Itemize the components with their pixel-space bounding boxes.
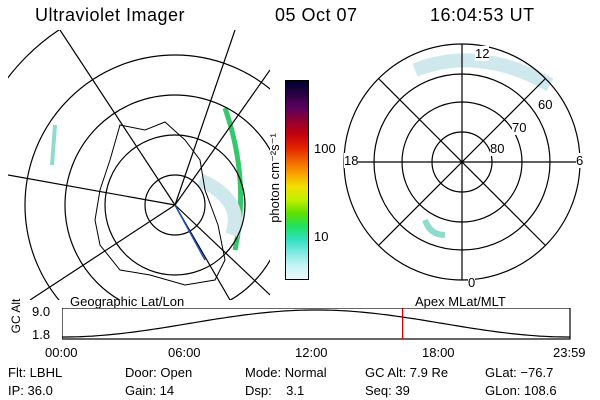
x-tick: 23:59 — [553, 345, 586, 360]
aurora-oval — [412, 53, 554, 92]
gc-alt-value: GC Alt: 7.9 Re — [365, 365, 449, 380]
ip-value: IP: 36.0 — [8, 383, 53, 398]
mlt-label-left: 18 — [344, 153, 359, 168]
gain-value: Gain: 14 — [125, 383, 175, 398]
aurora-patch — [422, 218, 446, 238]
dsp-value: Dsp: 3.1 — [245, 383, 305, 398]
x-tick: 00:00 — [45, 345, 78, 360]
lat-circle — [24, 54, 270, 300]
mlt-line — [378, 78, 546, 246]
mag-map-label: Apex MLat/MLT — [415, 294, 506, 309]
mlat-label: 80 — [490, 141, 505, 156]
colorbar-tick-10: 10 — [314, 229, 329, 244]
altitude-plot — [62, 308, 571, 340]
continent-outline — [94, 121, 226, 286]
aurora-glow — [196, 173, 242, 238]
colorbar-label: photon cm⁻²s⁻¹ — [267, 133, 282, 223]
glat-value: GLat: −76.7 — [485, 365, 554, 380]
x-tick: 06:00 — [168, 345, 201, 360]
lat-circle — [64, 94, 270, 300]
mlt-label-bottom: 0 — [468, 275, 476, 290]
lat-circle — [104, 134, 246, 276]
geographic-map — [8, 30, 270, 300]
alt-plot-ymin: 1.8 — [32, 327, 51, 342]
geo-map-label: Geographic Lat/Lon — [70, 294, 185, 309]
mode-value: Mode: Normal — [245, 365, 327, 380]
door-value: Door: Open — [125, 365, 193, 380]
alt-plot-ylabel: GC Alt — [9, 298, 23, 334]
mlat-label: 70 — [512, 120, 527, 135]
instrument-title: Ultraviolet Imager — [35, 5, 186, 25]
colorbar-tick-100: 100 — [314, 141, 336, 156]
lon-line — [29, 204, 176, 300]
date-label: 05 Oct 07 — [275, 5, 358, 25]
lat-circle — [144, 174, 206, 236]
time-label: 16:04:53 UT — [430, 5, 535, 25]
mlat-label: 60 — [538, 97, 553, 112]
magnetic-map — [343, 43, 581, 281]
seq-value: Seq: 39 — [365, 383, 410, 398]
mlt-label-top: 12 — [475, 46, 490, 61]
lon-line — [59, 30, 176, 206]
alt-plot-ymax: 9.0 — [32, 304, 51, 319]
lon-line — [174, 30, 236, 206]
x-tick: 12:00 — [295, 345, 328, 360]
colorbar — [285, 80, 309, 280]
filter-value: Flt: LBHL — [8, 365, 63, 380]
mlt-label-right: 6 — [576, 153, 584, 168]
projection-track — [174, 204, 206, 261]
glon-value: GLon: 108.6 — [485, 383, 557, 398]
altitude-curve — [62, 309, 570, 338]
x-tick: 18:00 — [422, 345, 455, 360]
lon-line — [8, 174, 176, 206]
aurora-patch — [50, 124, 57, 166]
lon-line — [174, 69, 270, 206]
lat-circle — [8, 30, 61, 79]
